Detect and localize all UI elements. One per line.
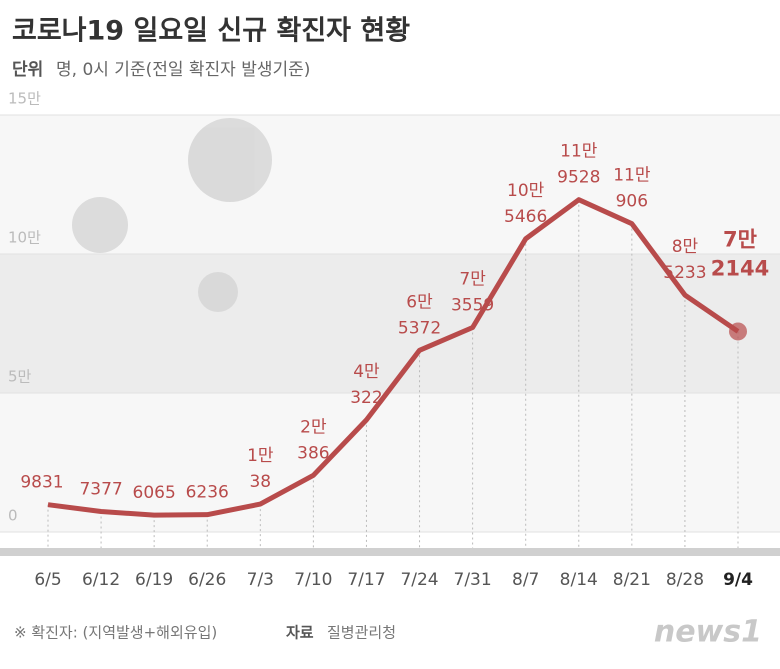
unit-label: 단위 bbox=[12, 60, 43, 80]
value-label: 9831 bbox=[20, 473, 63, 493]
x-axis-band bbox=[0, 548, 780, 556]
value-label: 11만 906 bbox=[613, 166, 651, 212]
band bbox=[0, 115, 780, 254]
logo: news1 bbox=[654, 615, 762, 650]
value-label: 11만 9528 bbox=[557, 142, 600, 188]
value-label: 6만 5372 bbox=[398, 292, 441, 338]
value-label: 6236 bbox=[186, 483, 229, 503]
y-tick-label: 15만 bbox=[8, 90, 41, 108]
source-label: 자료 bbox=[286, 624, 314, 642]
band bbox=[0, 254, 780, 393]
value-label: 8만 5233 bbox=[663, 237, 706, 283]
x-tick-label: 8/21 bbox=[613, 570, 651, 590]
x-tick-label: 6/26 bbox=[188, 570, 226, 590]
x-tick-label: 8/28 bbox=[666, 570, 704, 590]
value-label: 7만 2144 bbox=[711, 227, 769, 280]
x-tick-label: 8/14 bbox=[560, 570, 598, 590]
value-label: 7377 bbox=[79, 479, 122, 499]
footnote: ※ 확진자: (지역발생+해외유입) bbox=[14, 624, 217, 642]
x-tick-label: 7/3 bbox=[247, 570, 274, 590]
value-label: 6065 bbox=[133, 483, 176, 503]
source: 질병관리청 bbox=[327, 624, 396, 642]
x-tick-label: 6/19 bbox=[135, 570, 173, 590]
x-tick-label: 8/7 bbox=[512, 570, 539, 590]
x-tick-label: 7/10 bbox=[294, 570, 332, 590]
bands bbox=[0, 115, 780, 532]
x-tick-label: 9/4 bbox=[723, 570, 753, 590]
virus-decoration bbox=[72, 118, 272, 312]
x-tick-label: 7/17 bbox=[347, 570, 385, 590]
value-label: 1만 38 bbox=[247, 446, 274, 492]
line bbox=[47, 197, 740, 518]
value-label: 4만 322 bbox=[350, 362, 382, 408]
x-tick-label: 6/5 bbox=[34, 570, 61, 590]
value-label: 7만 3559 bbox=[451, 270, 494, 316]
chart-title: 코로나19 일요일 신규 확진자 현황 bbox=[12, 16, 410, 47]
x-tick-label: 7/24 bbox=[400, 570, 438, 590]
y-tick-label: 5만 bbox=[8, 368, 32, 386]
value-label: 2만 386 bbox=[297, 417, 329, 463]
marker bbox=[729, 322, 747, 341]
value-label: 10만 5466 bbox=[504, 181, 547, 227]
x-tick-label: 6/12 bbox=[82, 570, 120, 590]
band bbox=[0, 393, 780, 532]
x-tick-label: 7/31 bbox=[454, 570, 492, 590]
y-tick-label: 10만 bbox=[8, 229, 41, 247]
subtitle: 명, 0시 기준(전일 확진자 발생기준) bbox=[56, 60, 310, 80]
y-tick-label: 0 bbox=[8, 507, 18, 525]
